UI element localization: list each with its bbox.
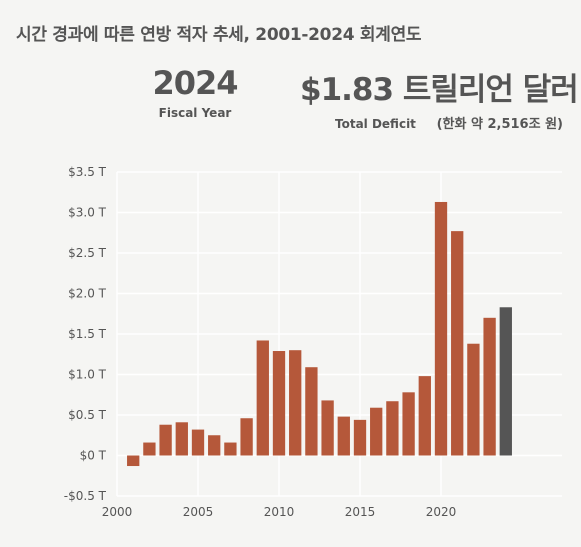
bar: [467, 343, 480, 456]
total-deficit-stat: $1.83 트릴리언 달러 Total Deficit (한화 약 2,516조…: [300, 64, 579, 132]
y-tick-label: $1.5 T: [68, 327, 107, 341]
chart-title: 시간 경과에 따른 연방 적자 추세, 2001-2024 회계연도: [16, 25, 422, 45]
bar: [434, 201, 448, 456]
bar: [272, 351, 286, 456]
fiscal-year-stat: 2024 Fiscal Year: [130, 64, 260, 120]
bar: [483, 317, 496, 456]
total-deficit-label: Total Deficit: [335, 117, 416, 131]
bar: [370, 407, 383, 456]
x-tick-label: 2015: [345, 505, 376, 519]
y-tick-label: $2.5 T: [68, 246, 107, 260]
bar: [386, 401, 399, 456]
y-tick-label: -$0.5 T: [64, 489, 107, 503]
y-tick-label: $2.0 T: [68, 287, 107, 301]
x-tick-label: 2000: [102, 505, 133, 519]
y-tick-label: $0.5 T: [68, 408, 107, 422]
x-tick-label: 2005: [183, 505, 214, 519]
bar: [256, 340, 269, 456]
total-deficit-value: $1.83 트릴리언 달러: [300, 72, 579, 108]
bar: [418, 376, 431, 456]
y-tick-label: $3.5 T: [68, 165, 107, 179]
fiscal-year-value: 2024: [152, 64, 238, 102]
x-tick-label: 2010: [264, 505, 295, 519]
bar: [175, 422, 188, 456]
bar: [208, 435, 221, 456]
bar: [353, 419, 367, 456]
x-tick-label: 2020: [426, 505, 457, 519]
bar: [337, 416, 350, 456]
y-tick-label: $3.0 T: [68, 206, 107, 220]
y-tick-label: $1.0 T: [68, 368, 107, 382]
bar: [305, 367, 318, 456]
bar: [127, 455, 140, 467]
bar: [321, 400, 334, 456]
bar: [451, 231, 464, 456]
bar: [143, 442, 156, 456]
bar: [224, 442, 237, 456]
bar: [159, 424, 172, 456]
highlight-bar: [499, 307, 512, 456]
bar: [289, 350, 302, 456]
bar: [240, 418, 253, 456]
bar: [191, 429, 205, 456]
total-deficit-krw: (한화 약 2,516조 원): [436, 117, 563, 132]
y-tick-label: $0 T: [80, 449, 107, 463]
fiscal-year-label: Fiscal Year: [158, 106, 232, 120]
bar: [402, 392, 415, 456]
